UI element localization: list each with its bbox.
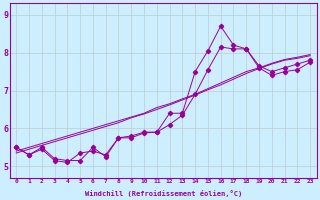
X-axis label: Windchill (Refroidissement éolien,°C): Windchill (Refroidissement éolien,°C) <box>84 190 242 197</box>
